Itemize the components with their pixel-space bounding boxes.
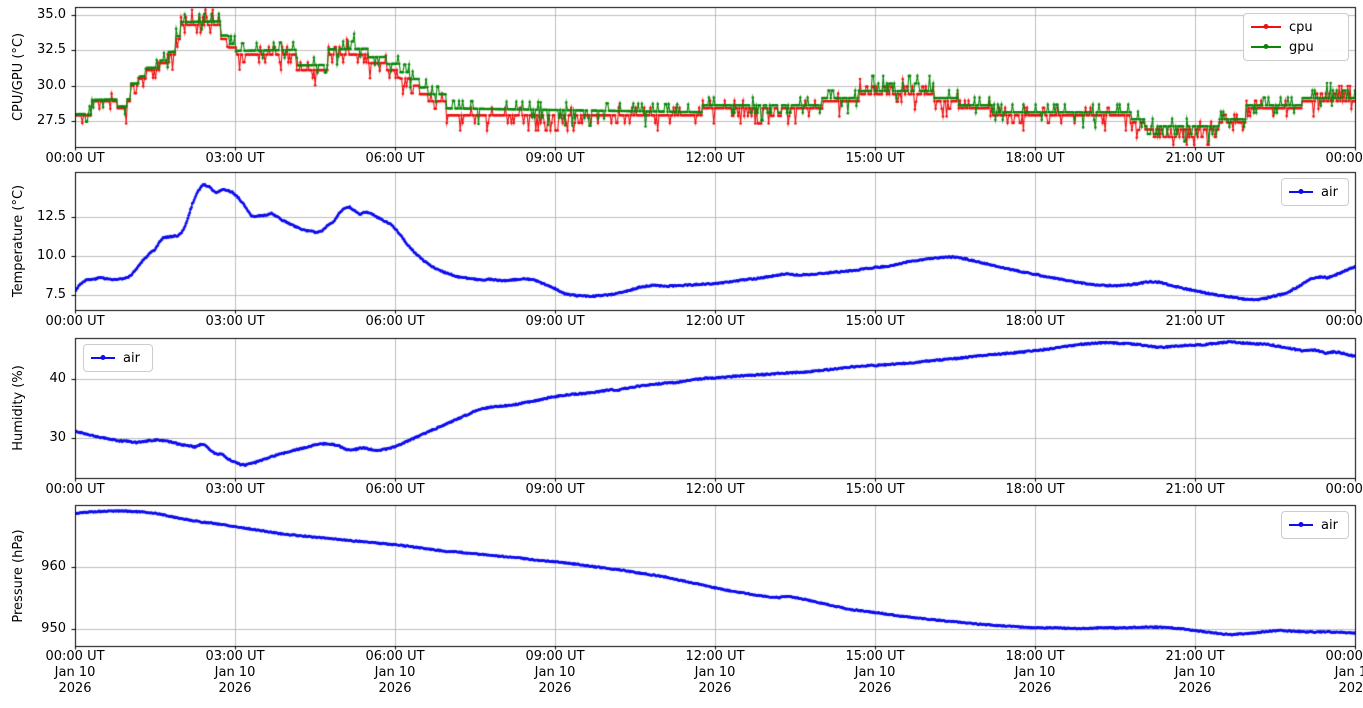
xtick-year-label: 2026 <box>1018 681 1052 696</box>
xtick-date-label: Jan 10 <box>534 665 576 680</box>
ytick-label: 40 <box>49 371 66 386</box>
xtick-year-label: 2026 <box>378 681 412 696</box>
xtick-date-label: Jan 10 <box>854 665 896 680</box>
legend-line-sample-air <box>91 351 115 365</box>
y-axis-label-temperature: Temperature (°C) <box>11 184 26 298</box>
xtick-label: 00:00 UT <box>45 314 105 329</box>
xtick-date-label: Jan 10 <box>694 665 736 680</box>
xtick-label: 00:00 UT <box>1325 649 1363 664</box>
xtick-label: 12:00 UT <box>685 482 745 497</box>
xtick-date-label: Jan 10 <box>374 665 416 680</box>
legend-label: cpu <box>1289 19 1313 35</box>
ytick-label: 30 <box>49 430 66 445</box>
legend-entry-air: air <box>1289 515 1340 535</box>
y-axis-label-pressure: Pressure (hPa) <box>11 528 26 623</box>
legend-entry-gpu: gpu <box>1251 37 1340 57</box>
xtick-label: 12:00 UT <box>685 649 745 664</box>
ytick-label: 12.5 <box>37 209 66 224</box>
xtick-label: 06:00 UT <box>365 151 425 166</box>
xtick-label: 09:00 UT <box>525 482 585 497</box>
xtick-label: 18:00 UT <box>1005 649 1065 664</box>
ytick-label: 32.5 <box>37 42 66 57</box>
legend-pressure: air <box>1281 511 1349 539</box>
xtick-label: 09:00 UT <box>525 649 585 664</box>
ytick-label: 27.5 <box>37 113 66 128</box>
xtick-label: 21:00 UT <box>1165 482 1225 497</box>
legend-entry-air: air <box>91 348 144 368</box>
ytick-label: 30.0 <box>37 78 66 93</box>
xtick-label: 03:00 UT <box>205 314 265 329</box>
legend-line-sample-cpu <box>1251 20 1281 34</box>
xtick-date-label: Jan 10 <box>214 665 256 680</box>
xtick-label: 00:00 UT <box>1325 151 1363 166</box>
xtick-label: 12:00 UT <box>685 151 745 166</box>
xtick-label: 03:00 UT <box>205 151 265 166</box>
xtick-year-label: 2026 <box>698 681 732 696</box>
xtick-label: 00:00 UT <box>45 649 105 664</box>
ytick-label: 35.0 <box>37 7 66 22</box>
legend-label: air <box>1321 517 1338 533</box>
xtick-label: 03:00 UT <box>205 649 265 664</box>
xtick-year-label: 2026 <box>538 681 572 696</box>
xtick-year-label: 2026 <box>858 681 892 696</box>
legend-label: gpu <box>1289 39 1314 55</box>
xtick-year-label: 2026 <box>1178 681 1212 696</box>
xtick-label: 09:00 UT <box>525 314 585 329</box>
xtick-label: 06:00 UT <box>365 649 425 664</box>
legend-line-sample-air <box>1289 518 1313 532</box>
xtick-year-label: 2026 <box>1338 681 1363 696</box>
xtick-label: 18:00 UT <box>1005 482 1065 497</box>
legend-temperature: air <box>1281 178 1349 206</box>
xtick-label: 03:00 UT <box>205 482 265 497</box>
ytick-label: 10.0 <box>37 248 66 263</box>
ytick-label: 950 <box>41 621 66 636</box>
xtick-label: 21:00 UT <box>1165 649 1225 664</box>
xtick-label: 00:00 UT <box>1325 314 1363 329</box>
xtick-label: 00:00 UT <box>45 151 105 166</box>
xtick-label: 21:00 UT <box>1165 151 1225 166</box>
legend-label: air <box>1321 184 1338 200</box>
xtick-date-label: Jan 10 <box>1014 665 1056 680</box>
xtick-label: 09:00 UT <box>525 151 585 166</box>
xtick-label: 06:00 UT <box>365 314 425 329</box>
legend-cpu-gpu: cpu gpu <box>1243 13 1349 61</box>
xtick-year-label: 2026 <box>218 681 252 696</box>
xtick-label: 18:00 UT <box>1005 151 1065 166</box>
legend-humidity: air <box>83 344 153 372</box>
xtick-label: 21:00 UT <box>1165 314 1225 329</box>
legend-entry-air: air <box>1289 182 1340 202</box>
xtick-label: 15:00 UT <box>845 314 905 329</box>
xtick-label: 00:00 UT <box>1325 482 1363 497</box>
xtick-date-label: Jan 11 <box>1334 665 1363 680</box>
xtick-date-label: Jan 10 <box>54 665 96 680</box>
xtick-year-label: 2026 <box>58 681 92 696</box>
xtick-label: 18:00 UT <box>1005 314 1065 329</box>
xtick-label: 12:00 UT <box>685 314 745 329</box>
ytick-label: 7.5 <box>45 287 66 302</box>
xtick-label: 06:00 UT <box>365 482 425 497</box>
legend-label: air <box>123 350 140 366</box>
xtick-label: 15:00 UT <box>845 151 905 166</box>
legend-entry-cpu: cpu <box>1251 17 1340 37</box>
legend-line-sample-gpu <box>1251 40 1281 54</box>
xtick-label: 00:00 UT <box>45 482 105 497</box>
xtick-label: 15:00 UT <box>845 649 905 664</box>
xtick-date-label: Jan 10 <box>1174 665 1216 680</box>
ytick-label: 960 <box>41 559 66 574</box>
xtick-label: 15:00 UT <box>845 482 905 497</box>
legend-line-sample-air <box>1289 185 1313 199</box>
